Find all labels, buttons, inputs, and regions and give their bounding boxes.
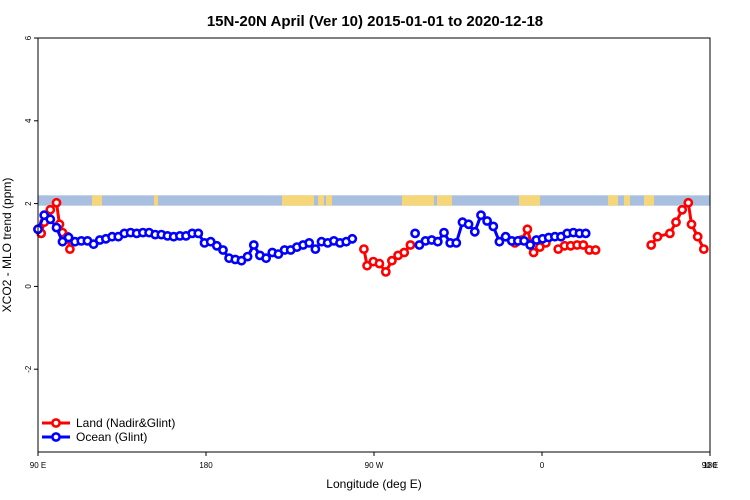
data-point — [652, 231, 663, 242]
data-point — [500, 231, 511, 242]
data-point — [476, 210, 486, 221]
data-point — [494, 236, 505, 247]
x-tick-label: 180 — [703, 461, 717, 470]
data-point — [193, 228, 204, 239]
data-point — [410, 228, 420, 239]
data-point — [304, 237, 315, 248]
legend-label: Ocean (Glint) — [76, 430, 147, 444]
data-point — [528, 247, 539, 258]
data-point — [218, 245, 228, 255]
x-tick-label: 180 — [199, 461, 213, 470]
data-point — [45, 204, 56, 215]
ocean-band — [38, 195, 710, 206]
data-point — [358, 244, 369, 254]
data-point — [646, 240, 657, 250]
data-point — [665, 228, 675, 239]
data-point — [399, 247, 410, 258]
data-point — [347, 233, 358, 244]
data-point — [488, 221, 499, 232]
data-point — [374, 258, 385, 269]
series-layer — [33, 197, 709, 277]
data-point — [261, 253, 271, 264]
data-point — [677, 204, 688, 215]
land-patch — [644, 195, 654, 206]
data-point — [386, 255, 397, 266]
data-point — [590, 245, 601, 255]
land-patch — [154, 195, 158, 206]
chart-title: 15N-20N April (Ver 10) 2015-01-01 to 202… — [207, 13, 543, 30]
data-point — [248, 240, 259, 250]
x-tick-label: 90 E — [30, 461, 46, 470]
data-point — [432, 236, 443, 247]
land-patch — [326, 195, 332, 206]
data-point — [51, 197, 62, 208]
legend-marker — [51, 418, 61, 428]
x-tick-label: 90 E — [702, 461, 718, 470]
y-tick-label: 2 — [24, 201, 33, 206]
land-patch — [437, 195, 452, 206]
data-point — [63, 232, 74, 243]
x-tick-label: 90 W — [365, 461, 384, 470]
legend: Land (Nadir&Glint)Ocean (Glint) — [42, 416, 175, 444]
data-point — [65, 244, 75, 254]
data-point — [242, 251, 253, 262]
data-point — [482, 216, 492, 226]
plot-frame — [37, 37, 711, 453]
data-point — [88, 239, 99, 250]
x-tick-label: 0 — [540, 461, 545, 470]
land-patch — [402, 195, 434, 206]
data-point — [671, 217, 681, 228]
y-tick-label: 0 — [24, 284, 33, 289]
data-point — [469, 226, 480, 237]
legend-marker — [51, 432, 61, 442]
data-point — [451, 237, 462, 248]
land-patch — [519, 195, 540, 206]
y-tick-label: 4 — [24, 118, 33, 123]
data-point — [405, 240, 416, 250]
x-axis-label: Longitude (deg E) — [326, 477, 421, 491]
y-axis-label: XCO2 - MLO trend (ppm) — [0, 178, 14, 313]
land-patch — [318, 195, 324, 206]
data-point — [310, 244, 321, 254]
data-point — [51, 222, 62, 233]
land-sea-band — [38, 195, 710, 206]
data-point — [683, 197, 694, 208]
land-patch — [92, 195, 102, 206]
data-point — [692, 231, 703, 242]
data-point — [463, 219, 474, 230]
land-patch — [608, 195, 618, 206]
y-tick-label: 6 — [24, 35, 33, 40]
data-point — [580, 228, 591, 239]
data-point — [45, 214, 56, 225]
land-patch — [282, 195, 314, 206]
legend-label: Land (Nadir&Glint) — [76, 416, 175, 430]
data-point — [525, 240, 536, 250]
y-tick-label: -2 — [24, 365, 33, 373]
data-point — [380, 266, 391, 277]
data-point — [578, 240, 589, 250]
data-point — [439, 227, 449, 238]
land-patch — [624, 195, 630, 206]
data-point — [211, 240, 222, 251]
series-ocean — [33, 210, 591, 266]
data-point — [522, 224, 533, 235]
data-point — [698, 244, 709, 254]
data-point — [686, 219, 697, 230]
